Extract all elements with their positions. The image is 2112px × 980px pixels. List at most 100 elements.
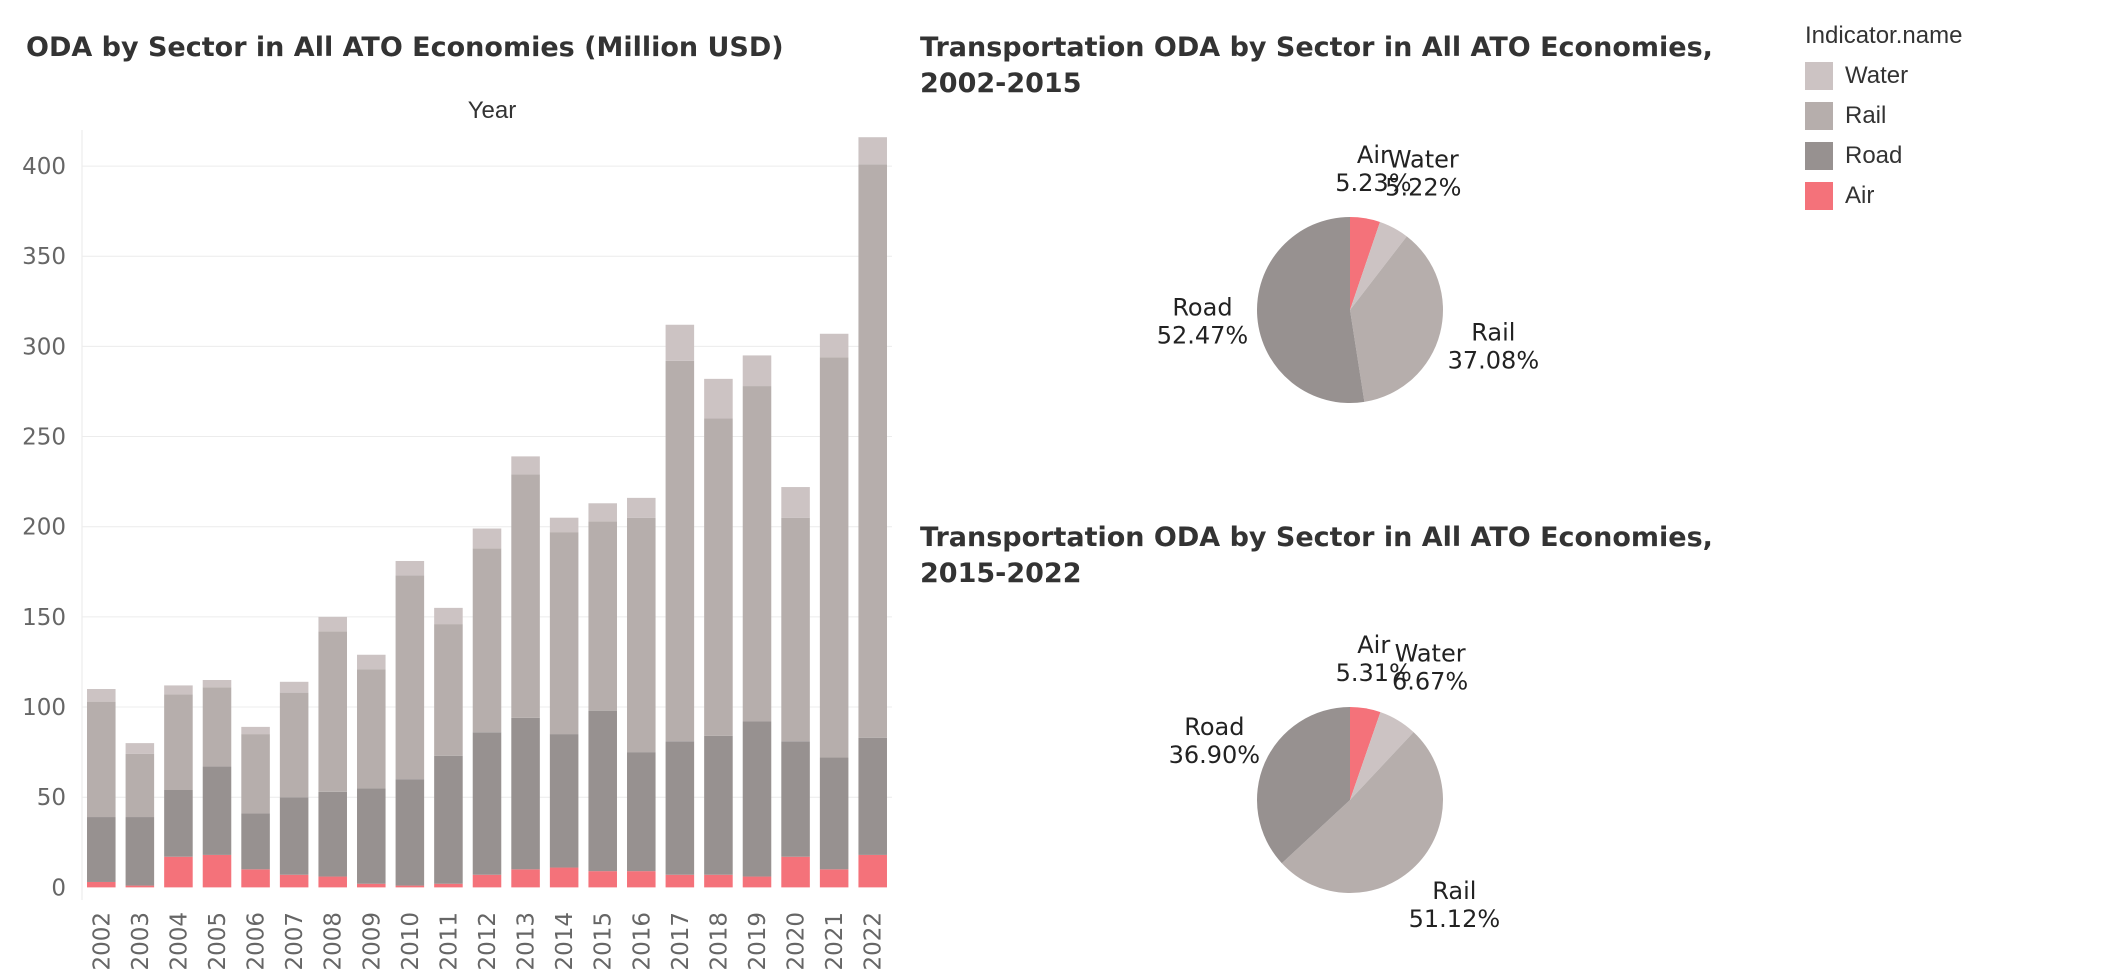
bar-segment-rail xyxy=(434,624,463,756)
pie-slice-road xyxy=(1256,217,1365,403)
bar-segment-road xyxy=(87,817,116,882)
bar-segment-rail xyxy=(781,517,810,742)
legend-title: Indicator.name xyxy=(1805,22,1963,49)
y-tick-label: 0 xyxy=(51,875,66,901)
bar-chart: Year 0 50 100 150 200 250 300 350 400 2002 2003 2004… xyxy=(22,97,892,971)
pie-slice-rail xyxy=(1281,732,1443,893)
bar-segment-air xyxy=(819,869,849,888)
bar-segment-road xyxy=(164,790,193,857)
bar-segment-water xyxy=(742,355,772,387)
y-tick-label: 100 xyxy=(22,695,66,721)
bar-segment-air xyxy=(318,876,347,888)
pie-chart-1-title: Transportation ODA by Sector in All ATO … xyxy=(920,32,1713,99)
bar-segment-water xyxy=(588,503,617,522)
bar-segment-water xyxy=(549,517,579,533)
bar-segment-water xyxy=(665,324,695,361)
bar-segment-air xyxy=(781,856,810,888)
bar-segment-air xyxy=(395,885,425,888)
bar-segment-road xyxy=(781,741,810,857)
bar-segment-road xyxy=(125,817,155,886)
bar-segment-road xyxy=(472,732,502,875)
y-tick-label: 50 xyxy=(37,785,66,811)
bar-segment-air xyxy=(434,883,463,888)
bar-segment-air xyxy=(125,885,155,888)
x-tick-label: 2022 xyxy=(861,912,887,971)
legend-item-water: Water xyxy=(1805,56,1962,96)
bar-segment-air xyxy=(241,869,270,888)
legend-label: Water xyxy=(1845,62,1909,89)
bar-segment-road xyxy=(357,788,386,884)
bar-segment-air xyxy=(627,871,656,888)
bar-segment-air xyxy=(549,867,579,888)
pie-label-name: Rail xyxy=(1471,319,1515,347)
bar-segment-rail xyxy=(395,575,425,780)
bar-segment-road xyxy=(858,737,887,855)
x-tick-label: 2009 xyxy=(359,912,385,971)
bar-segment-air xyxy=(704,874,733,888)
bar-segment-water xyxy=(87,689,116,702)
pie-slice-air xyxy=(1350,217,1381,310)
legend-label: Air xyxy=(1845,182,1875,209)
pie-label-value: 5.22% xyxy=(1385,173,1461,201)
bar-segment-road xyxy=(395,779,425,886)
y-tick-label: 250 xyxy=(22,425,66,451)
x-tick-label: 2018 xyxy=(706,912,732,971)
bar-segment-water xyxy=(819,333,849,358)
x-tick-label: 2010 xyxy=(398,912,424,971)
legend-label: Road xyxy=(1845,142,1903,169)
bar-segment-rail xyxy=(472,548,502,733)
pie-slice-water xyxy=(1350,221,1407,310)
bar-segment-road xyxy=(704,735,733,875)
bar-segment-air xyxy=(588,871,617,888)
x-tick-label: 2019 xyxy=(745,912,771,971)
bar-segment-rail xyxy=(588,521,617,711)
bar-segment-air xyxy=(665,874,695,888)
x-tick-label: 2021 xyxy=(822,912,848,971)
pie-label-name: Rail xyxy=(1432,877,1476,905)
x-tick-label: 2005 xyxy=(205,912,231,971)
bar-segment-rail xyxy=(665,360,695,742)
y-tick-label: 200 xyxy=(22,515,66,541)
y-tick-label: 150 xyxy=(22,605,66,631)
bar-segment-water xyxy=(395,560,425,576)
x-tick-label: 2004 xyxy=(166,912,192,971)
bar-segment-rail xyxy=(549,532,579,735)
bar-segment-water xyxy=(164,685,193,695)
x-tick-label: 2013 xyxy=(514,912,540,971)
bar-segment-rail xyxy=(125,753,155,818)
bar-segment-water xyxy=(781,487,810,518)
x-tick-label: 2011 xyxy=(436,912,462,971)
y-tick-label: 300 xyxy=(22,334,66,360)
pie-label-name: Air xyxy=(1357,631,1390,659)
bar-segment-rail xyxy=(279,692,309,798)
bar-segment-rail xyxy=(164,694,193,790)
bar-segment-air xyxy=(202,854,232,888)
bar-segment-water xyxy=(858,137,887,165)
bar-segment-air xyxy=(858,854,887,888)
legend-item-rail: Rail xyxy=(1805,96,1962,136)
pie-label-value: 51.12% xyxy=(1409,905,1501,933)
x-tick-label: 2015 xyxy=(591,912,617,971)
bar-segment-water xyxy=(318,616,347,632)
legend-swatch xyxy=(1805,142,1833,170)
legend-swatch xyxy=(1805,62,1833,90)
legend-item-air: Air xyxy=(1805,176,1962,216)
bar-segment-water xyxy=(704,378,733,419)
bar-segment-road xyxy=(819,757,849,870)
pie-slice-road xyxy=(1257,707,1350,864)
pie-label-name: Water xyxy=(1395,639,1466,667)
bar-segment-road xyxy=(318,791,347,877)
bar-segment-road xyxy=(627,752,656,872)
bar-segment-air xyxy=(742,876,772,888)
x-tick-label: 2007 xyxy=(282,912,308,971)
bar-segment-air xyxy=(164,856,193,888)
pie-slice-water xyxy=(1350,712,1414,800)
pie-label-name: Water xyxy=(1388,145,1459,173)
bar-segment-road xyxy=(665,741,695,875)
pie-label-name: Road xyxy=(1172,293,1232,321)
bar-segment-road xyxy=(742,721,772,877)
bar-segment-rail xyxy=(742,386,772,722)
pie-label-value: 6.67% xyxy=(1392,667,1468,695)
bar-segment-water xyxy=(241,726,270,735)
